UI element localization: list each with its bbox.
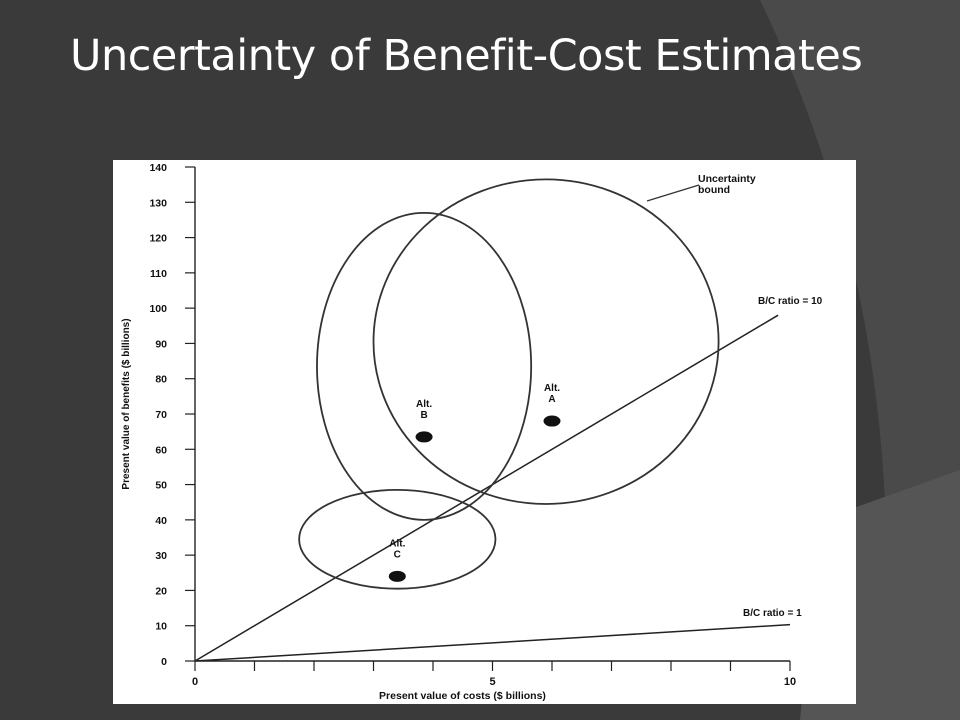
uncertainty-bounds <box>298 178 720 590</box>
x-tick-label: 10 <box>784 676 796 688</box>
alt-c-point <box>388 570 406 582</box>
uncertainty-ellipse-b <box>316 211 533 521</box>
data-points <box>388 415 561 582</box>
chart-axes: 0 10 20 30 40 50 60 70 80 90 100 110 120 130 140 0 5 10 <box>149 162 796 688</box>
y-tick-label: 30 <box>155 550 167 562</box>
chart-panel: 0 10 20 30 40 50 60 70 80 90 100 110 120 130 140 0 5 10 P… <box>113 160 856 704</box>
bc-ratio-1-label: B/C ratio = 1 <box>743 608 802 619</box>
bc-ratio-1-line <box>194 623 791 662</box>
y-axis-label: Present value of benefits ($ billions) <box>121 318 132 489</box>
y-tick-label: 20 <box>155 585 167 597</box>
slide-title: Uncertainty of Benefit-Cost Estimates <box>70 31 863 81</box>
y-tick-label: 110 <box>150 268 167 280</box>
x-axis-label: Present value of costs ($ billions) <box>379 690 546 702</box>
chart-labels: Present value of costs ($ billions) Prese… <box>121 173 823 702</box>
y-tick-label: 50 <box>155 480 167 492</box>
uncertainty-bound-leader-line <box>646 184 700 202</box>
alt-b-label-line2: B <box>420 410 427 421</box>
alt-c-label-line2: C <box>394 549 401 560</box>
y-tick-label: 140 <box>149 162 167 174</box>
chart-svg: 0 10 20 30 40 50 60 70 80 90 100 110 120 130 140 0 5 10 P… <box>121 162 823 702</box>
alt-c-label-line1: Alt. <box>389 538 405 549</box>
alt-a-label-line1: Alt. <box>544 383 560 394</box>
uncertainty-ellipse-a <box>372 178 720 505</box>
bc-ratio-10-label: B/C ratio = 10 <box>758 296 823 307</box>
y-tick-label: 40 <box>155 515 167 527</box>
x-tick-label: 5 <box>489 676 495 688</box>
y-tick-label: 120 <box>149 233 167 245</box>
y-tick-label: 130 <box>149 197 167 209</box>
y-tick-label: 90 <box>155 338 167 350</box>
alt-a-point <box>543 415 561 427</box>
y-tick-label: 70 <box>155 409 167 421</box>
reference-lines <box>194 314 791 662</box>
bc-ratio-10-line <box>194 314 779 662</box>
alt-b-point <box>415 431 433 443</box>
uncertainty-bound-label-line1: Uncertainty <box>698 173 756 185</box>
uncertainty-ellipse-c <box>298 488 497 590</box>
y-tick-label: 10 <box>155 621 167 633</box>
y-tick-label: 60 <box>155 444 167 456</box>
x-tick-label: 0 <box>192 676 198 688</box>
y-tick-label: 100 <box>149 303 167 315</box>
uncertainty-bound-label-line2: bound <box>698 184 730 196</box>
y-tick-label: 80 <box>155 374 167 386</box>
alt-a-label-line2: A <box>548 394 555 405</box>
y-tick-label: 0 <box>161 656 167 668</box>
alt-b-label-line1: Alt. <box>416 399 432 410</box>
